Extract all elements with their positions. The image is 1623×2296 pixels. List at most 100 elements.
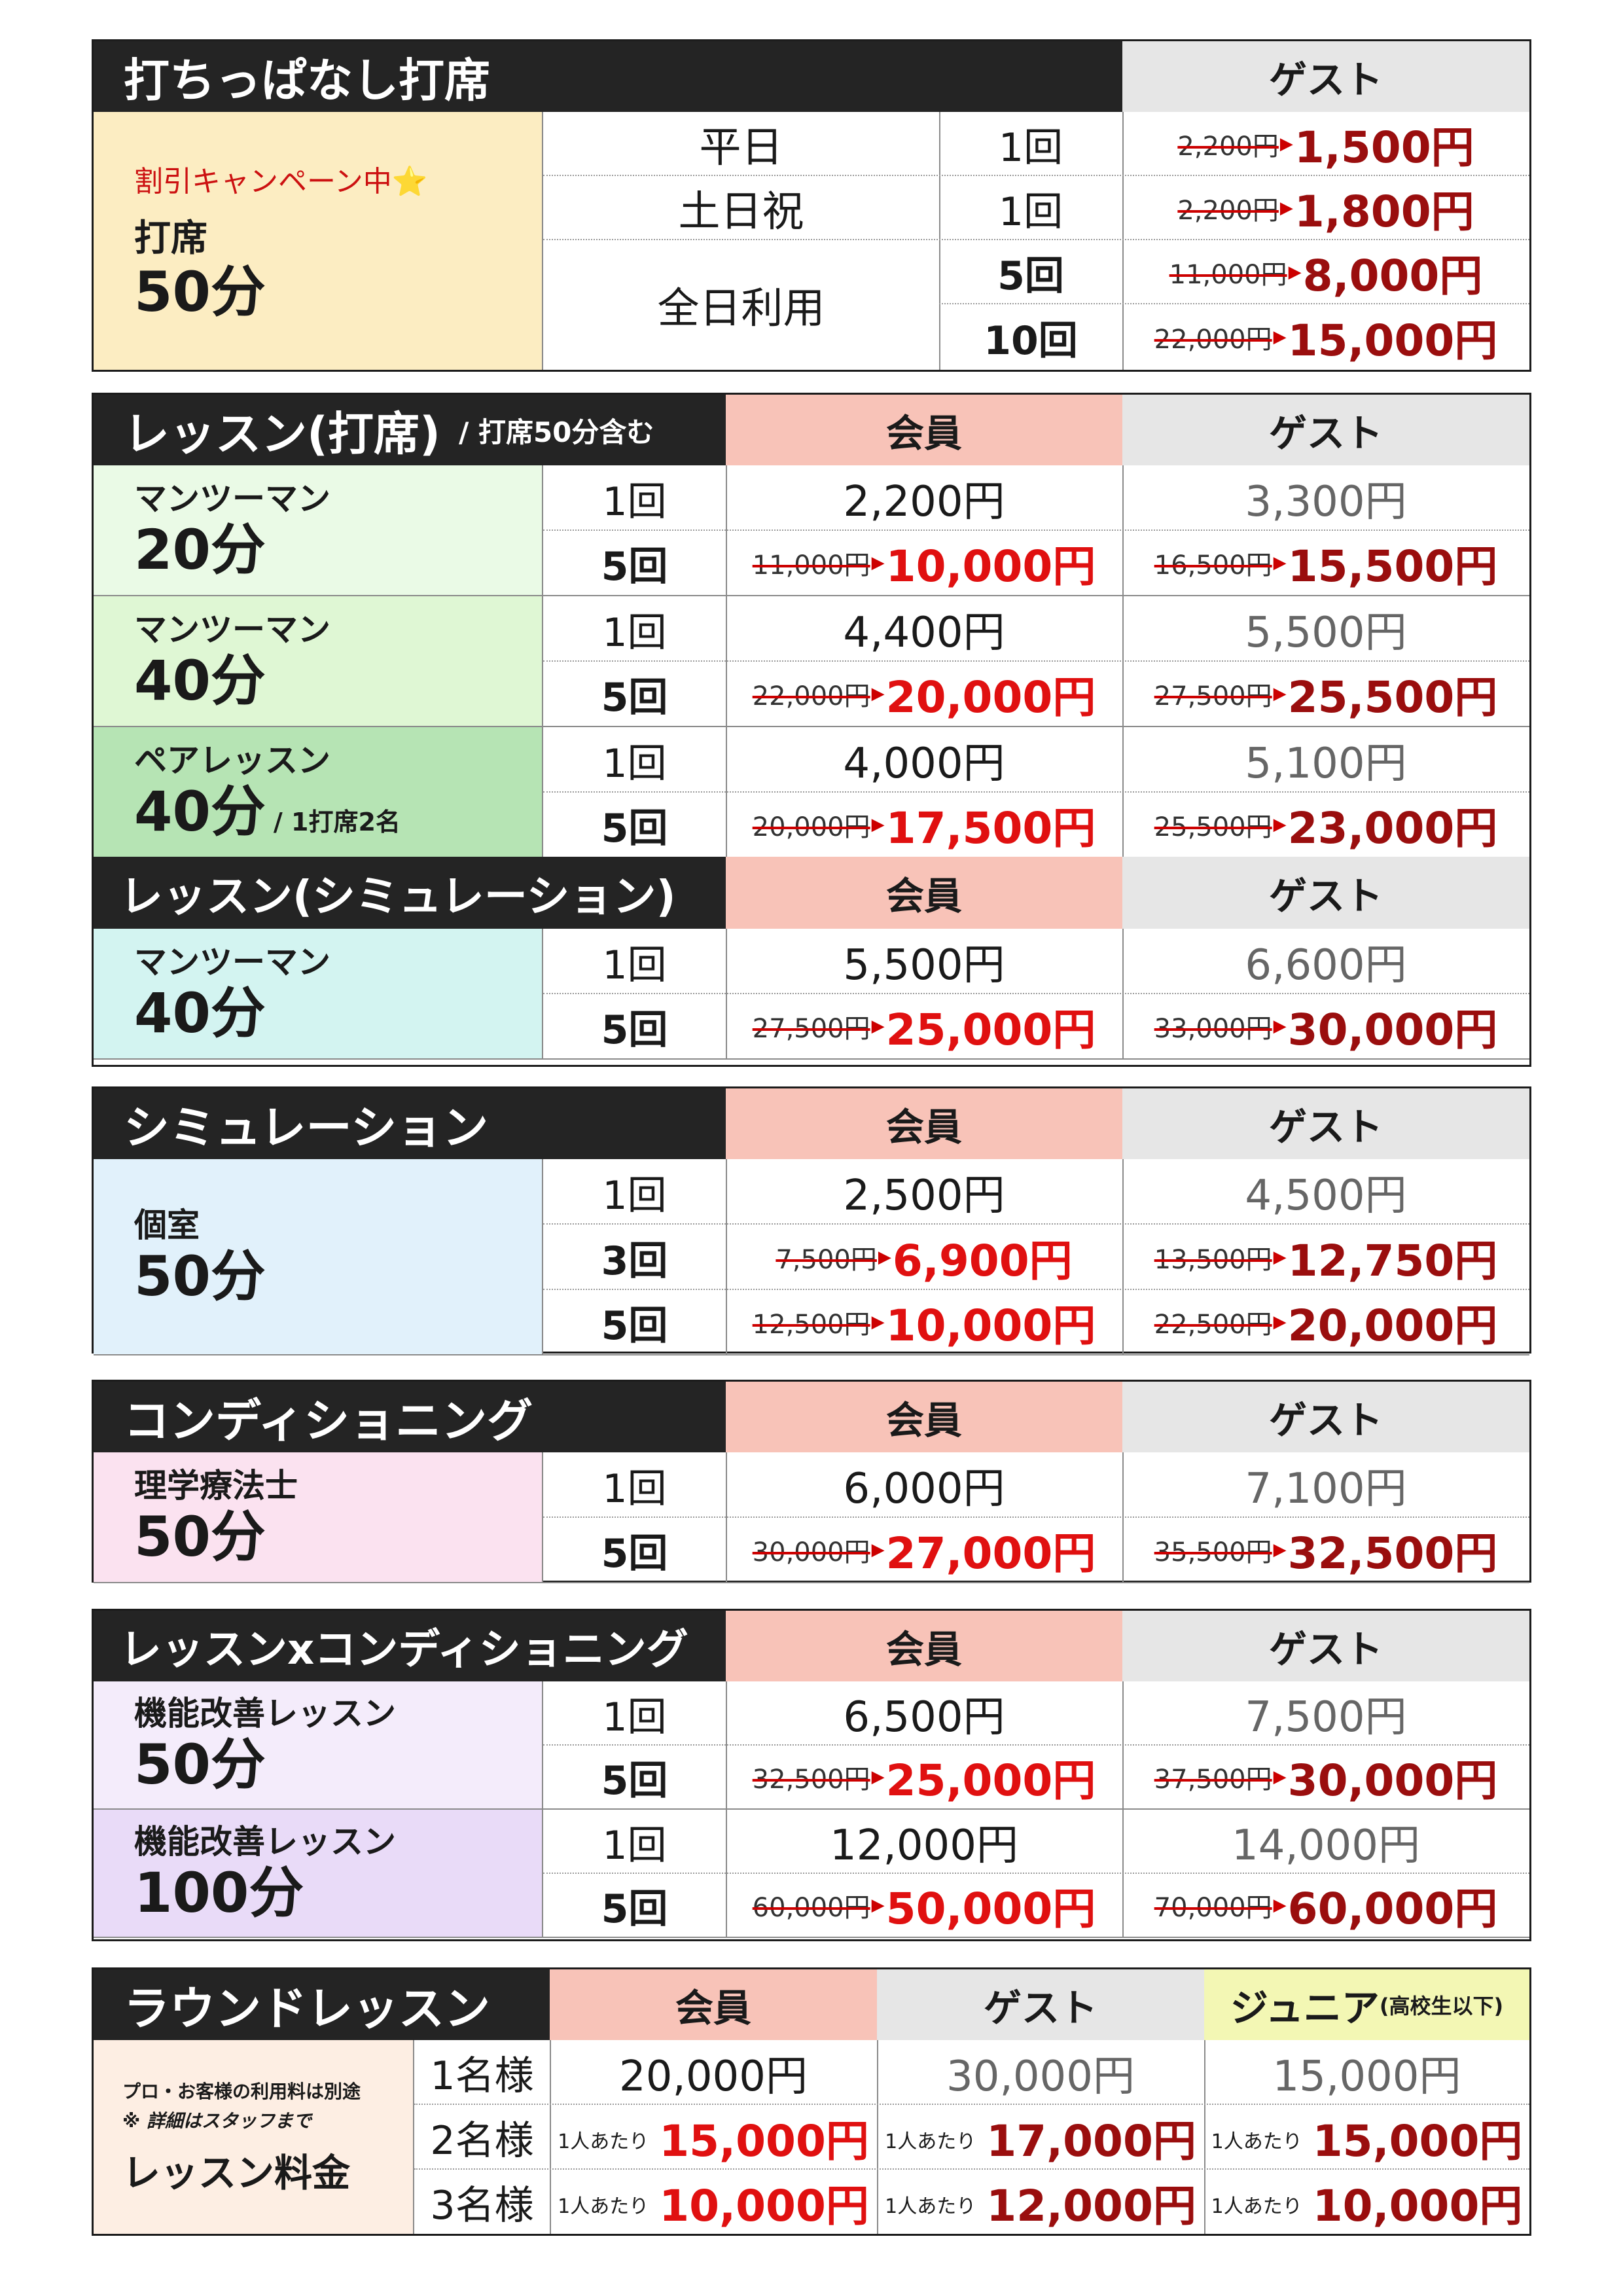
- member-price: 1人あたり 10,000円: [558, 2180, 869, 2231]
- guest-price: 7,500円: [1245, 1693, 1407, 1742]
- people-count: 1名様: [430, 2053, 534, 2099]
- arrow-icon: ▶: [1273, 1540, 1287, 1560]
- price-row: 5回 11,000円 ▶ 8,000円: [939, 240, 1529, 304]
- section-title: レッスン(シミュレーション): [94, 857, 726, 929]
- count: 5回: [601, 543, 668, 590]
- arrow-icon: ▶: [871, 815, 885, 834]
- member-price: 5,500円: [843, 941, 1005, 990]
- section-title: レッスン(打席) / 打席50分含む: [94, 395, 726, 465]
- guest-header: ゲスト: [1122, 1382, 1529, 1452]
- lesson-fee-label: レッスン料金: [122, 2151, 351, 2195]
- service-name: マンツーマン: [134, 479, 330, 518]
- member-price: 22,000円 ▶ 20,000円: [752, 672, 1096, 723]
- count: 1回: [602, 1694, 667, 1740]
- guest-price: 5,500円: [1245, 609, 1407, 657]
- guest-price: 3,300円: [1245, 478, 1407, 526]
- staff-note: ※ 詳細はスタッフまで: [122, 2110, 312, 2132]
- price-row: 5回 60,000円 ▶ 50,000円 70,000円 ▶ 60,000円: [543, 1874, 1529, 1938]
- member-price: 20,000円 ▶ 17,500円: [752, 803, 1096, 853]
- arrow-icon: ▶: [1273, 1247, 1287, 1267]
- service-name: 機能改善レッスン: [134, 1822, 396, 1861]
- price-row: 5回 20,000円 ▶ 17,500円 25,500円 ▶ 23,000円: [543, 793, 1529, 858]
- people-count: 2名様: [430, 2118, 534, 2164]
- people-count: 3名様: [430, 2183, 534, 2229]
- day-type: 土日祝: [678, 188, 804, 236]
- count: 5回: [601, 1530, 668, 1577]
- member-price: 7,500円 ▶ 6,900円: [776, 1236, 1073, 1286]
- member-price: 1人あたり 15,000円: [558, 2115, 869, 2166]
- guest-price: 1人あたり 17,000円: [885, 2115, 1196, 2166]
- count: 1回: [602, 609, 667, 656]
- duration: 50分: [134, 1504, 266, 1569]
- count: 1回: [602, 1822, 667, 1869]
- guest-price: 37,500円 ▶ 30,000円: [1154, 1755, 1498, 1806]
- guest-price: 1人あたり 12,000円: [885, 2180, 1196, 2231]
- member-price: 4,400円: [843, 609, 1005, 657]
- count: 5回: [601, 805, 668, 852]
- count: 1回: [998, 188, 1063, 235]
- count: 5回: [601, 1007, 668, 1053]
- arrow-icon: ▶: [1273, 1312, 1287, 1332]
- section-title: コンディショニング: [94, 1382, 726, 1452]
- member-price: 12,000円: [830, 1821, 1018, 1870]
- guest-price: 6,600円: [1245, 941, 1407, 990]
- arrow-icon: ▶: [878, 1247, 891, 1267]
- arrow-icon: ▶: [871, 1016, 885, 1036]
- service-name: ペアレッスン: [134, 741, 330, 780]
- count: 1回: [602, 740, 667, 787]
- service-name: 機能改善レッスン: [134, 1694, 396, 1732]
- price-row: 1回 5,500円 6,600円: [543, 929, 1529, 994]
- arrow-icon: ▶: [1279, 134, 1293, 154]
- arrow-icon: ▶: [1273, 684, 1287, 704]
- duration: 40分: [134, 648, 266, 713]
- member-price: 4,000円: [843, 740, 1005, 788]
- count: 1回: [602, 942, 667, 988]
- price-row: 1回 2,200円 3,300円: [543, 465, 1529, 531]
- price-row: 5回 27,500円 ▶ 25,000円 33,000円 ▶ 30,000円: [543, 994, 1529, 1060]
- member-price: 6,000円: [843, 1465, 1005, 1513]
- guest-price: 7,100円: [1245, 1465, 1407, 1513]
- service-name: 理学療法士: [134, 1466, 298, 1505]
- guest-price: 27,500円 ▶ 25,500円: [1154, 672, 1498, 723]
- section-title: シミュレーション: [94, 1088, 726, 1159]
- count: 3回: [601, 1238, 668, 1284]
- service-label: マンツーマン 40分: [94, 929, 543, 1060]
- round-lesson-table: ラウンドレッスン 会員 ゲスト ジュニア (高校生以下) プロ・お客様の利用料は別…: [92, 1967, 1531, 2236]
- round-row: 1名様 20,000円 30,000円 15,000円: [414, 2040, 1529, 2105]
- guest-price: 22,500円 ▶ 20,000円: [1154, 1300, 1498, 1351]
- guest-price: 14,000円: [1232, 1821, 1420, 1870]
- price-row: 1回 6,000円 7,100円: [543, 1452, 1529, 1518]
- service-label: マンツーマン 20分: [94, 465, 543, 596]
- count: 10回: [984, 317, 1078, 364]
- member-price: 6,500円: [843, 1693, 1005, 1742]
- day-type: 全日利用: [657, 285, 825, 333]
- lesson-table: レッスン(打席) / 打席50分含む 会員 ゲスト マンツーマン 20分 1回 2,20…: [92, 393, 1531, 1067]
- price-row: 5回 22,000円 ▶ 20,000円 27,500円 ▶ 25,500円: [543, 662, 1529, 727]
- round-row: 3名様 1人あたり 10,000円 1人あたり 12,000円 1人あたり 10,000円: [414, 2170, 1529, 2234]
- price-row: 10回 22,000円 ▶ 15,000円: [939, 304, 1529, 370]
- service-name: 個室: [134, 1206, 200, 1244]
- count: 5回: [601, 1757, 668, 1804]
- guest-header: ゲスト: [1122, 395, 1529, 465]
- member-price: 60,000円 ▶ 50,000円: [752, 1884, 1096, 1934]
- member-price: 32,500円 ▶ 25,000円: [752, 1755, 1096, 1806]
- arrow-icon: ▶: [871, 553, 885, 573]
- duration: 50分: [134, 1732, 266, 1797]
- item-name: 打席: [134, 217, 207, 260]
- service-label: 機能改善レッスン 50分: [94, 1681, 543, 1810]
- count: 5回: [601, 674, 668, 721]
- driving-range-table: 打ちっぱなし打席 ゲスト 割引キャンペーン中⭐ 打席 50分 平日 1回 2,2…: [92, 39, 1531, 372]
- guest-header: ゲスト: [1122, 1088, 1529, 1159]
- arrow-icon: ▶: [871, 1540, 885, 1560]
- round-label: プロ・お客様の利用料は別途 ※ 詳細はスタッフまで レッスン料金: [94, 2040, 414, 2234]
- arrow-icon: ▶: [1273, 327, 1287, 347]
- count: 1回: [602, 1172, 667, 1219]
- price-row: 1回 2,500円 4,500円: [543, 1159, 1529, 1225]
- price-row: 土日祝 1回 2,200円 ▶ 1,800円: [543, 176, 1529, 240]
- arrow-icon: ▶: [1273, 1767, 1287, 1787]
- price-row: 5回 11,000円 ▶ 10,000円 16,500円 ▶ 15,500円: [543, 531, 1529, 596]
- price-row: 1回 4,000円 5,100円: [543, 727, 1529, 793]
- service-name: マンツーマン: [134, 942, 330, 981]
- duration: 50分: [134, 1244, 266, 1308]
- fee-note: プロ・お客様の利用料は別途: [122, 2081, 361, 2103]
